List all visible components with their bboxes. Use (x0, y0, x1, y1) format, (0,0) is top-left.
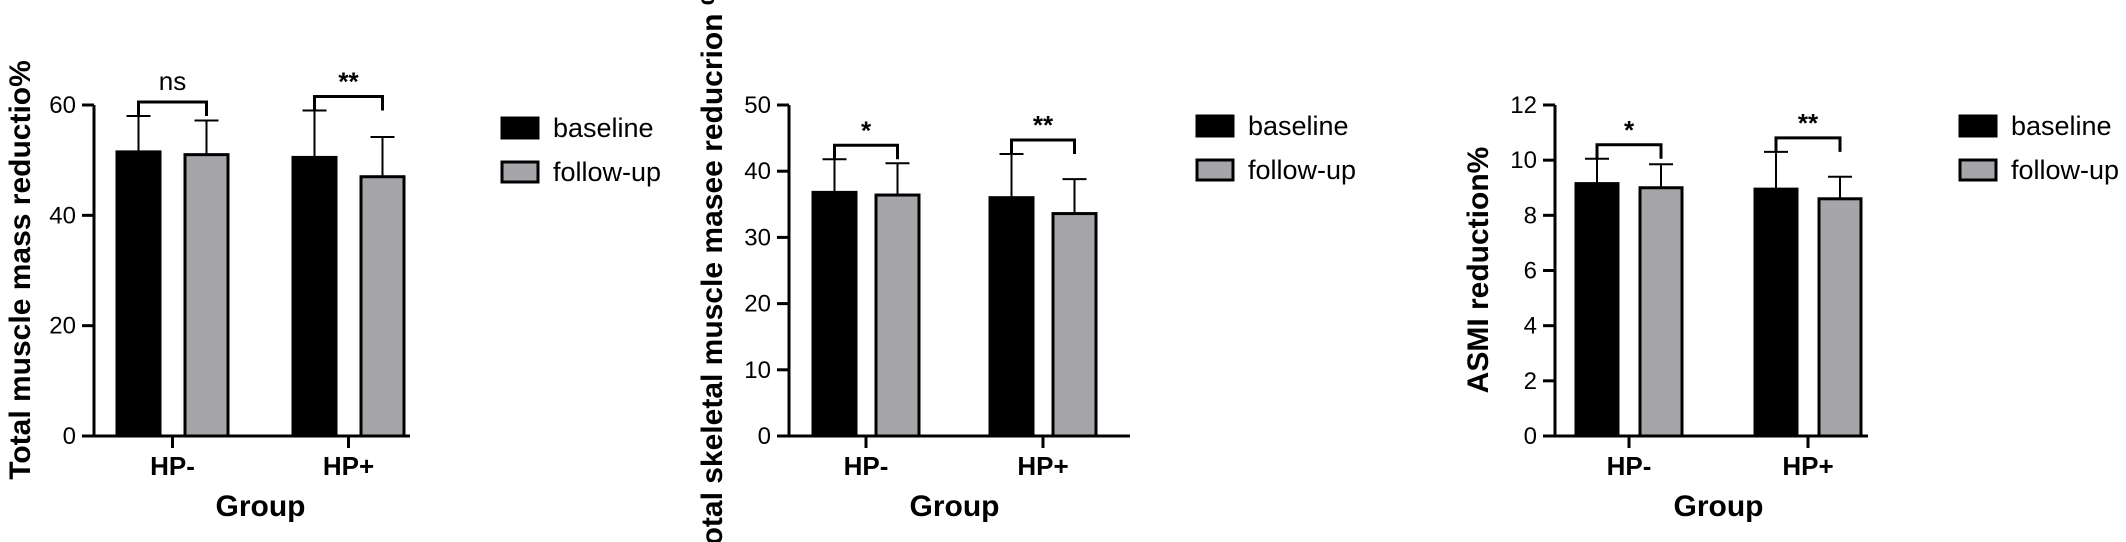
bar-follow-up-HP+ (1051, 212, 1098, 438)
significance-label: * (861, 115, 872, 145)
y-axis-title: Total skeletal muscle masee reducrion % (696, 0, 729, 542)
legend-label: baseline (1248, 111, 1349, 141)
significance-bracket: * (1595, 115, 1663, 159)
bar-follow-up-HP- (874, 193, 921, 438)
significance-label: * (1624, 115, 1635, 145)
legend-swatch-baseline (500, 116, 540, 140)
legend-label: baseline (2011, 111, 2112, 141)
y-tick-label: 0 (1524, 423, 1537, 450)
x-axis-title: Group (216, 490, 306, 523)
bar-baseline-HP+ (988, 196, 1035, 438)
bracket-line (1774, 136, 1842, 152)
bracket-line (313, 95, 384, 111)
significance-label: ns (159, 66, 186, 96)
x-tick-label: HP- (1607, 451, 1652, 481)
bracket-line (833, 143, 899, 160)
y-tick-label: 0 (758, 423, 771, 450)
y-tick-label: 20 (49, 313, 76, 340)
legend-swatch-follow-up (1195, 158, 1235, 182)
x-tick-label: HP- (844, 451, 889, 481)
y-tick-label: 8 (1524, 202, 1537, 229)
significance-label: ** (338, 67, 359, 97)
significance-bracket: ns (137, 66, 208, 117)
y-axis-title: ASMI reduction% (1462, 147, 1495, 394)
legend: baseline follow-up (1195, 111, 1356, 185)
y-tick-label: 40 (49, 202, 76, 229)
significance-bracket: * (833, 115, 899, 160)
bar-follow-up-HP+ (1817, 197, 1863, 438)
x-axis-title: Group (910, 490, 1000, 523)
legend-swatch-baseline (1958, 114, 1998, 138)
y-tick-label: 6 (1524, 258, 1537, 285)
legend-label: follow-up (1248, 155, 1356, 185)
bracket-line (1595, 143, 1663, 159)
bar-baseline-HP- (115, 150, 162, 438)
y-axis-title: Total muscle mass reductio% (4, 60, 37, 480)
y-tick-label: 60 (49, 92, 76, 119)
x-tick-label: HP- (150, 451, 195, 481)
y-tick-label: 40 (744, 158, 771, 185)
significance-bracket: ** (1774, 108, 1842, 152)
legend-label: baseline (553, 113, 654, 143)
legend-swatch-follow-up (500, 160, 540, 184)
chart-panel-1: 0 20 40 60 HP- HP+ ns ** Total muscle mass reduc… (4, 60, 661, 523)
bar-baseline-HP+ (291, 155, 338, 438)
y-tick-label: 12 (1510, 92, 1537, 119)
y-tick-label: 0 (63, 423, 76, 450)
bar-follow-up-HP- (1638, 186, 1684, 438)
bracket-line (1010, 138, 1076, 154)
legend-swatch-follow-up (1958, 158, 1998, 182)
x-tick-label: HP+ (323, 451, 374, 481)
significance-bracket: ** (1010, 110, 1076, 154)
y-tick-label: 10 (1510, 147, 1537, 174)
significance-bracket: ** (313, 67, 384, 111)
bar-baseline-HP+ (1753, 187, 1799, 438)
y-tick-label: 20 (744, 291, 771, 318)
legend-label: follow-up (553, 157, 661, 187)
x-tick-label: HP+ (1782, 451, 1833, 481)
legend-swatch-baseline (1195, 114, 1235, 138)
y-tick-label: 10 (744, 357, 771, 384)
x-axis-title: Group (1674, 490, 1764, 523)
bar-follow-up-HP- (183, 153, 230, 438)
y-tick-label: 50 (744, 92, 771, 119)
significance-label: ** (1798, 108, 1819, 138)
legend: baseline follow-up (500, 113, 661, 187)
y-tick-label: 4 (1524, 313, 1537, 340)
legend-label: follow-up (2011, 155, 2119, 185)
bracket-line (137, 100, 208, 117)
x-tick-label: HP+ (1017, 451, 1068, 481)
y-tick-label: 30 (744, 224, 771, 251)
bar-baseline-HP- (811, 190, 858, 438)
bar-baseline-HP- (1574, 182, 1620, 438)
bar-follow-up-HP+ (359, 175, 406, 438)
legend: baseline follow-up (1958, 111, 2119, 185)
y-tick-label: 2 (1524, 368, 1537, 395)
significance-label: ** (1033, 110, 1054, 140)
